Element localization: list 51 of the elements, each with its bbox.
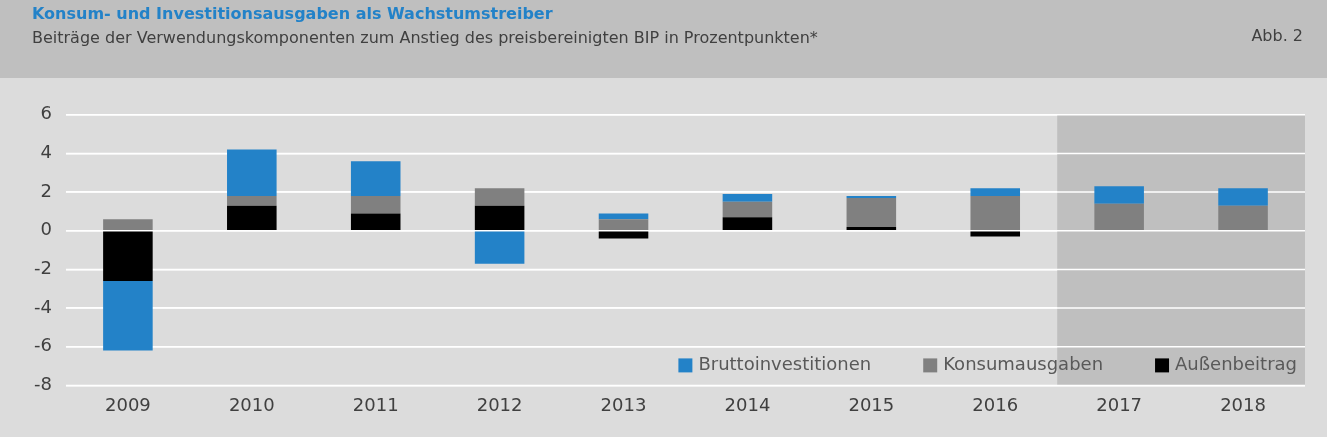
bar	[846, 197, 897, 227]
bar	[722, 201, 773, 218]
y-tick-label: -2	[33, 257, 52, 279]
y-tick-label: 0	[40, 218, 52, 240]
bar	[970, 188, 1021, 196]
y-tick-label: -4	[33, 295, 52, 317]
bar	[350, 213, 401, 231]
legend-label: Konsumausgaben	[943, 353, 1104, 375]
chart-subtitle: Beiträge der Verwendungskomponenten zum Anstieg des preisbereinigten BIP in Prozentpunkten*	[32, 28, 818, 47]
legend-label: Außenbeitrag	[1175, 353, 1298, 375]
bar	[970, 231, 1021, 237]
caption: Abb. 2	[1251, 26, 1303, 45]
y-tick-label: -8	[33, 373, 52, 395]
bar	[474, 205, 525, 231]
bar	[598, 219, 649, 231]
bar	[227, 195, 277, 206]
bar	[1094, 203, 1144, 231]
x-tick-label: 2014	[724, 393, 771, 415]
bar	[227, 205, 277, 231]
bar	[103, 219, 153, 231]
bar	[598, 231, 649, 239]
bar	[1218, 205, 1268, 231]
x-tick-label: 2009	[104, 393, 151, 415]
y-tick-label: 4	[40, 141, 52, 163]
bar	[1094, 186, 1144, 204]
bar	[474, 231, 525, 264]
bar	[103, 281, 153, 351]
bar	[722, 217, 773, 231]
bar	[350, 161, 401, 196]
x-tick-label: 2013	[600, 393, 647, 415]
y-tick-label: 6	[40, 102, 52, 124]
x-tick-label: 2017	[1096, 393, 1143, 415]
bar	[1218, 188, 1268, 206]
bar	[846, 226, 897, 231]
x-tick-label: 2012	[476, 393, 523, 415]
bar	[722, 194, 773, 202]
y-tick-label: -6	[33, 334, 52, 356]
x-tick-label: 2011	[352, 393, 399, 415]
bar	[474, 188, 525, 206]
bar	[227, 149, 277, 196]
x-tick-label: 2015	[848, 393, 895, 415]
bar	[103, 231, 153, 282]
x-tick-label: 2018	[1220, 393, 1266, 415]
bar	[350, 195, 401, 214]
y-tick-label: 2	[40, 179, 52, 201]
bar	[970, 195, 1021, 231]
legend-label: Bruttoinvestitionen	[698, 353, 872, 375]
x-tick-label: 2010	[228, 393, 275, 415]
bar	[598, 213, 649, 220]
chart-title: Konsum- und Investitionsausgaben als Wachstumstreiber	[32, 4, 553, 23]
x-tick-label: 2016	[972, 393, 1019, 415]
